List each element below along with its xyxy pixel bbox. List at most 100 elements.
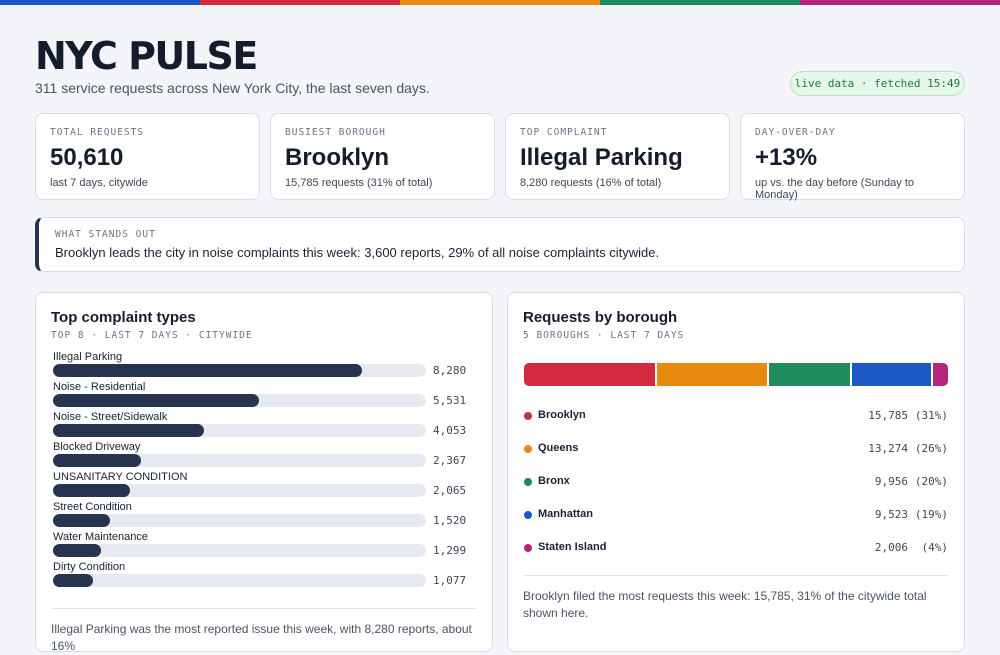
bar — [53, 484, 131, 497]
kpi-value: 50,610 — [50, 144, 124, 171]
page-subtitle: 311 service requests across New York Cit… — [35, 80, 430, 96]
bar-value: 5,531 — [433, 394, 467, 407]
legend-dot — [524, 445, 532, 453]
legend-value: 15,785 — [868, 409, 908, 422]
bar-row: Street Condition 1,520 — [53, 501, 473, 531]
bar — [53, 394, 260, 407]
insight-label: WHAT STANDS OUT — [55, 229, 156, 240]
bar-label: Dirty Condition — [53, 561, 126, 573]
bar-label: Noise - Street/Sidewalk — [53, 411, 168, 423]
legend-share: (26%) — [914, 442, 948, 455]
bar-label: Street Condition — [53, 501, 132, 513]
kpi-card: TOTAL REQUESTS 50,610 last 7 days, citywid… — [35, 113, 260, 200]
bar-track — [53, 394, 426, 407]
bar-track — [53, 544, 426, 557]
kpi-note: last 7 days, citywide — [50, 177, 148, 189]
panel-title: Requests by borough — [523, 309, 678, 326]
insight-text: Brooklyn leads the city in noise complai… — [55, 245, 660, 260]
stack-segment — [768, 363, 851, 386]
bar-value: 1,520 — [433, 514, 467, 527]
bar-track — [53, 514, 426, 527]
legend-share: (4%) — [921, 541, 949, 554]
panel-note: Brooklyn filed the most requests this we… — [523, 575, 949, 622]
legend-dot — [524, 544, 532, 552]
bar-row: Blocked Driveway 2,367 — [53, 441, 473, 471]
kpi-note: 8,280 requests (16% of total) — [520, 177, 662, 189]
bar-row: Water Maintenance 1,299 — [53, 531, 473, 561]
legend-dot — [524, 412, 532, 420]
bar-label: Noise - Residential — [53, 381, 146, 393]
stack-segment — [932, 363, 948, 386]
kpi-label: TOTAL REQUESTS — [50, 127, 145, 138]
stack-segment — [852, 363, 931, 386]
kpi-label: BUSIEST BOROUGH — [285, 127, 386, 138]
page-title: NYC PULSE — [35, 34, 258, 78]
legend-row: Queens 13,274 (26%) — [524, 440, 948, 460]
stacked-bar — [524, 363, 948, 386]
kpi-card: TOP COMPLAINT Illegal Parking 8,280 reques… — [505, 113, 730, 200]
legend-row: Manhattan 9,523 (19%) — [524, 506, 948, 526]
legend-share: (19%) — [914, 508, 948, 521]
kpi-note: 15,785 requests (31% of total) — [285, 177, 433, 189]
bar — [53, 514, 110, 527]
bar-label: UNSANITARY CONDITION — [53, 471, 188, 483]
legend-row: Brooklyn 15,785 (31%) — [524, 407, 948, 427]
panel-subtitle: 5 BOROUGHS · LAST 7 DAYS — [523, 330, 685, 341]
bar-track — [53, 574, 426, 587]
kpi-card: DAY-OVER-DAY +13% up vs. the day before (S… — [740, 113, 965, 201]
bar-label: Illegal Parking — [53, 351, 123, 363]
legend-share: (20%) — [914, 475, 948, 488]
legend-row: Staten Island 2,006 (4%) — [524, 539, 948, 559]
stack-segment — [656, 363, 767, 386]
bar-row: Noise - Street/Sidewalk 4,053 — [53, 411, 473, 441]
kpi-value: +13% — [755, 144, 818, 171]
bar-label: Blocked Driveway — [53, 441, 141, 453]
borough-panel: Requests by borough 5 BOROUGHS · LAST 7 … — [507, 292, 965, 652]
stack-segment — [524, 363, 655, 386]
kpi-value: Illegal Parking — [520, 144, 683, 171]
legend-dot — [524, 478, 532, 486]
legend-name: Brooklyn — [538, 409, 586, 421]
bar-row: Noise - Residential 5,531 — [53, 381, 473, 411]
bar-value: 2,065 — [433, 484, 467, 497]
kpi-note: up vs. the day before (Sunday to Monday) — [755, 177, 914, 201]
legend-value: 9,956 — [874, 475, 908, 488]
bar — [53, 574, 94, 587]
panel-note: Illegal Parking was the most reported is… — [51, 608, 477, 655]
status-pill: live data · fetched 15:49 — [790, 71, 965, 96]
panel-subtitle: TOP 8 · LAST 7 DAYS · CITYWIDE — [51, 330, 253, 341]
color-stripe — [0, 0, 1000, 5]
bar-row: UNSANITARY CONDITION 2,065 — [53, 471, 473, 501]
bar-track — [53, 484, 426, 497]
legend-name: Bronx — [538, 475, 570, 487]
bar-value: 1,077 — [433, 574, 467, 587]
legend-value: 9,523 — [874, 508, 908, 521]
legend-value: 2,006 — [874, 541, 908, 554]
insight-box: WHAT STANDS OUT Brooklyn leads the city … — [35, 217, 965, 272]
legend-row: Bronx 9,956 (20%) — [524, 473, 948, 493]
bar — [53, 364, 362, 377]
bar — [53, 454, 142, 467]
kpi-card: BUSIEST BOROUGH Brooklyn 15,785 requests (… — [270, 113, 495, 200]
kpi-label: DAY-OVER-DAY — [755, 127, 836, 138]
bar-row: Dirty Condition 1,077 — [53, 561, 473, 591]
kpi-value: Brooklyn — [285, 144, 390, 171]
bar-track — [53, 454, 426, 467]
bar-value: 1,299 — [433, 544, 467, 557]
kpi-label: TOP COMPLAINT — [520, 127, 608, 138]
complaints-panel: Top complaint types TOP 8 · LAST 7 DAYS … — [35, 292, 493, 655]
bar — [53, 424, 205, 437]
bar-row: Illegal Parking 8,280 — [53, 351, 473, 381]
bar-track — [53, 364, 426, 377]
bar — [53, 544, 102, 557]
legend-value: 13,274 — [868, 442, 908, 455]
legend-name: Staten Island — [538, 541, 607, 553]
panel-title: Top complaint types — [51, 309, 196, 326]
legend-name: Queens — [538, 442, 579, 454]
legend-name: Manhattan — [538, 508, 593, 520]
bar-value: 8,280 — [433, 364, 467, 377]
bar-track — [53, 424, 426, 437]
bar-value: 2,367 — [433, 454, 467, 467]
